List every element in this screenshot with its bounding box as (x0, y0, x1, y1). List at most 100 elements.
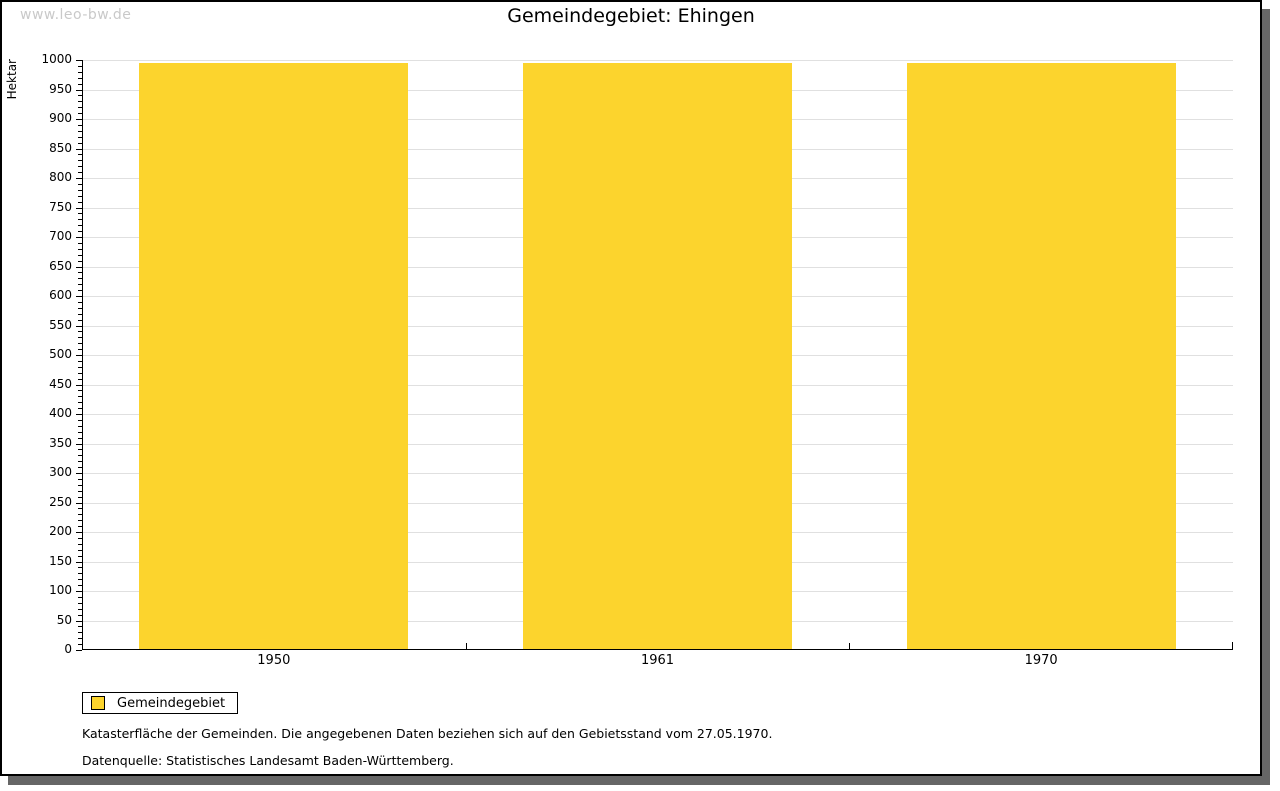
legend-swatch-gemeindegebiet (91, 696, 105, 710)
y-minor-tick (78, 319, 82, 321)
bar (523, 62, 792, 649)
plot-area: 0 50 100 150 200 250 300 350 400 450 500 550 600 650 7… (41, 52, 1233, 668)
y-minor-tick (78, 166, 82, 168)
footnote: Katasterfläche der Gemeinden. Die angege… (82, 726, 773, 741)
y-tick-label: 250 (49, 494, 72, 509)
y-minor-tick (78, 136, 82, 138)
y-minor-tick (78, 526, 82, 528)
y-tick-label: 700 (49, 229, 72, 243)
y-minor-tick (78, 242, 82, 244)
y-minor-tick (78, 360, 82, 362)
y-minor-tick (78, 449, 82, 451)
y-minor-tick (78, 195, 82, 197)
y-tick-label: 950 (49, 81, 72, 96)
y-tick-label: 50 (56, 612, 72, 627)
legend: Gemeindegebiet (82, 692, 239, 714)
y-minor-tick (78, 307, 82, 309)
y-minor-tick (78, 337, 82, 339)
y-minor-tick (78, 549, 82, 551)
y-tick-label: 650 (49, 258, 72, 273)
y-minor-tick (78, 614, 82, 616)
y-minor-tick (78, 378, 82, 380)
y-tick-label: 900 (49, 111, 72, 125)
y-tick-label: 800 (49, 170, 72, 184)
y-minor-tick (78, 225, 82, 227)
x-separator-tick (465, 643, 467, 649)
y-minor-tick (78, 496, 82, 498)
data-source: Datenquelle: Statistisches Landesamt Bad… (82, 753, 454, 768)
y-minor-tick (78, 461, 82, 463)
y-minor-tick (78, 520, 82, 522)
y-minor-tick (78, 154, 82, 156)
y-tick-label: 300 (49, 465, 72, 479)
y-minor-tick (78, 189, 82, 191)
y-minor-tick (78, 644, 82, 646)
y-minor-tick (78, 484, 82, 486)
y-major-tick (76, 561, 82, 563)
y-minor-tick (78, 396, 82, 398)
y-minor-tick (78, 172, 82, 174)
y-major-tick (76, 119, 82, 120)
y-minor-tick (78, 626, 82, 628)
y-minor-tick (78, 130, 82, 132)
y-minor-tick (78, 508, 82, 510)
y-tick-label: 750 (49, 199, 72, 214)
y-minor-tick (78, 372, 82, 374)
y-minor-tick (78, 219, 82, 221)
y-minor-tick (78, 478, 82, 480)
y-minor-tick (78, 419, 82, 421)
y-minor-tick (78, 608, 82, 610)
y-tick-label: 150 (49, 553, 72, 568)
y-minor-tick (78, 260, 82, 262)
y-minor-tick (78, 201, 82, 203)
y-tick-label: 200 (49, 524, 72, 538)
y-minor-tick (78, 555, 82, 557)
y-minor-tick (78, 113, 82, 115)
y-major-tick (76, 296, 82, 297)
y-major-tick (76, 178, 82, 179)
x-axis-end-tick (1232, 642, 1233, 649)
y-minor-tick (78, 585, 82, 587)
y-minor-tick (78, 248, 82, 250)
y-tick-label: 450 (49, 376, 72, 391)
y-minor-tick (78, 537, 82, 539)
y-major-tick (76, 237, 82, 238)
y-minor-tick (78, 573, 82, 575)
y-minor-tick (78, 343, 82, 345)
y-major-tick (76, 443, 82, 445)
chart-window: www.leo-bw.de Gemeindegebiet: Ehingen He… (0, 0, 1262, 776)
y-minor-tick (78, 95, 82, 97)
y-minor-tick (78, 254, 82, 256)
y-minor-tick (78, 71, 82, 73)
bar (139, 62, 409, 649)
y-minor-tick (78, 596, 82, 598)
y-major-tick (76, 650, 82, 651)
y-tick-label: 0 (64, 642, 72, 656)
y-minor-tick (78, 83, 82, 85)
y-major-tick (76, 502, 82, 504)
y-axis-line (82, 60, 83, 650)
y-major-tick (76, 89, 82, 91)
chart-title: Gemeindegebiet: Ehingen (507, 5, 755, 27)
y-tick-label: 350 (49, 435, 72, 450)
y-minor-tick (78, 331, 82, 333)
y-major-tick (76, 532, 82, 533)
watermark: www.leo-bw.de (20, 7, 132, 23)
y-tick-label: 850 (49, 140, 72, 155)
y-minor-tick (78, 349, 82, 351)
y-minor-tick (78, 602, 82, 604)
y-minor-tick (78, 77, 82, 79)
y-major-tick (76, 355, 82, 356)
x-separator-tick (849, 643, 851, 649)
bar (906, 62, 1176, 649)
y-tick-label: 550 (49, 317, 72, 332)
y-tick-label: 400 (49, 406, 72, 420)
y-minor-tick (78, 632, 82, 634)
y-minor-tick (78, 455, 82, 457)
y-major-tick (76, 384, 82, 386)
gridline (83, 60, 1233, 61)
y-major-tick (76, 414, 82, 415)
x-axis-line (82, 649, 1233, 650)
y-minor-tick (78, 490, 82, 492)
y-minor-tick (78, 301, 82, 303)
